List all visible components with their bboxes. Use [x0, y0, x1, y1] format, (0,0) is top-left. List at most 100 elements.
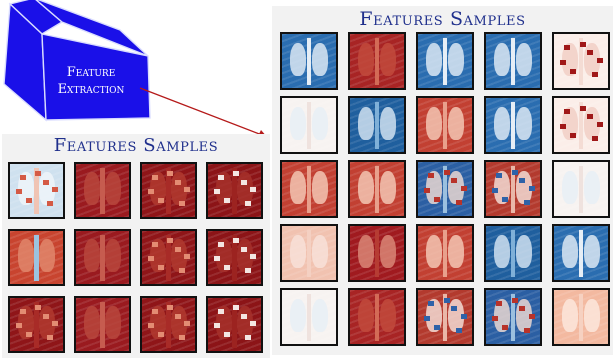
- tile-left-lung: [562, 42, 579, 77]
- tile-activation-speck: [179, 268, 186, 274]
- tile-spine: [100, 302, 105, 348]
- tile-left-lung: [215, 239, 232, 273]
- panel-title-left: Features Samples: [53, 135, 219, 156]
- tile-left-lung: [83, 239, 100, 273]
- tile-left-lung: [426, 170, 443, 205]
- right-tile-r4-c1: [280, 224, 338, 282]
- left-tile-r2-c4: [206, 229, 263, 286]
- tile-spine: [578, 166, 584, 213]
- left-tile-r3-c4: [206, 296, 263, 353]
- tile-activation-speck: [217, 174, 224, 180]
- tile-spine: [510, 230, 516, 277]
- tile-left-lung: [494, 298, 511, 333]
- tile-left-lung: [562, 170, 579, 205]
- tile-activation-speck: [217, 308, 224, 314]
- tile-right-lung: [583, 298, 600, 333]
- right-tile-r4-c2: [348, 224, 406, 282]
- right-tile-r1-c3: [416, 32, 474, 90]
- tile-activation-speck: [184, 254, 191, 260]
- tile-activation-speck: [597, 121, 604, 127]
- features-samples-panel-left: Features Samples: [2, 134, 270, 358]
- panel-title-right: Features Samples: [359, 8, 526, 30]
- tile-activation-speck: [250, 321, 257, 327]
- tile-activation-speck: [250, 187, 257, 193]
- tile-spine: [100, 168, 105, 214]
- right-tile-r1-c1: [280, 32, 338, 90]
- tile-left-lung: [149, 172, 166, 206]
- tile-spine: [306, 102, 312, 149]
- tile-left-lung: [290, 106, 307, 141]
- left-tile-r2-c3: [140, 229, 197, 286]
- tile-activation-speck: [233, 171, 240, 177]
- tile-activation-speck: [47, 201, 54, 207]
- tile-activation-speck: [148, 189, 155, 195]
- tile-left-lung: [494, 42, 511, 77]
- tile-activation-speck: [179, 335, 186, 341]
- right-tile-r2-c4: [484, 96, 542, 154]
- tile-left-lung: [17, 239, 34, 273]
- tile-spine: [374, 166, 380, 213]
- tile-activation-speck: [424, 315, 431, 321]
- tile-right-lung: [379, 298, 396, 333]
- left-tile-r2-c2: [74, 229, 131, 286]
- left-tile-r3-c2: [74, 296, 131, 353]
- tile-left-lung: [562, 298, 579, 333]
- right-tile-r1-c2: [348, 32, 406, 90]
- tile-activation-speck: [529, 185, 536, 191]
- tile-right-lung: [379, 42, 396, 77]
- tile-right-lung: [311, 170, 328, 205]
- tile-spine: [442, 294, 448, 341]
- tile-activation-speck: [245, 335, 252, 341]
- tile-spine: [166, 168, 171, 214]
- right-tile-r2-c5: [552, 96, 610, 154]
- tile-right-lung: [311, 298, 328, 333]
- tile-spine: [34, 235, 39, 281]
- tile-spine: [306, 294, 312, 341]
- tile-activation-speck: [179, 201, 186, 207]
- tile-left-lung: [358, 298, 375, 333]
- tile-spine: [578, 38, 584, 85]
- tile-activation-speck: [240, 179, 247, 185]
- left-tile-r3-c3: [140, 296, 197, 353]
- tile-left-lung: [215, 172, 232, 206]
- tile-activation-speck: [587, 50, 594, 56]
- tile-spine: [578, 230, 584, 277]
- tile-right-lung: [447, 42, 464, 77]
- tile-activation-speck: [597, 57, 604, 63]
- block-right-face: [35, 0, 149, 57]
- block-label-line-2: Extraction: [57, 82, 125, 97]
- tile-activation-speck: [214, 323, 221, 329]
- right-tile-r5-c3: [416, 288, 474, 346]
- right-tile-r5-c1: [280, 288, 338, 346]
- tile-spine: [442, 102, 448, 149]
- block-label-line-1: Feature: [66, 65, 116, 80]
- tile-spine: [100, 235, 105, 281]
- tile-left-lung: [562, 106, 579, 141]
- tile-activation-speck: [174, 179, 181, 185]
- tile-activation-speck: [245, 268, 252, 274]
- tile-activation-speck: [245, 201, 252, 207]
- tile-activation-speck: [495, 300, 502, 306]
- tile-right-lung: [379, 170, 396, 205]
- tile-activation-speck: [217, 241, 224, 247]
- tile-left-lung: [215, 306, 232, 340]
- tile-spine: [34, 168, 39, 214]
- tile-activation-speck: [591, 135, 598, 141]
- tile-activation-speck: [47, 335, 54, 341]
- tile-left-lung: [358, 106, 375, 141]
- tile-activation-speck: [52, 187, 59, 193]
- tile-left-lung: [426, 106, 443, 141]
- tile-activation-speck: [502, 196, 509, 202]
- tile-activation-speck: [591, 71, 598, 77]
- tile-activation-speck: [560, 123, 567, 129]
- tile-activation-speck: [511, 169, 518, 175]
- tile-spine: [442, 230, 448, 277]
- right-tile-r5-c4: [484, 288, 542, 346]
- right-tile-r1-c5: [552, 32, 610, 90]
- right-tile-r2-c2: [348, 96, 406, 154]
- tile-activation-speck: [492, 187, 499, 193]
- tile-activation-speck: [223, 264, 230, 270]
- tile-spine: [306, 38, 312, 85]
- tile-spine: [166, 235, 171, 281]
- right-tile-r1-c4: [484, 32, 542, 90]
